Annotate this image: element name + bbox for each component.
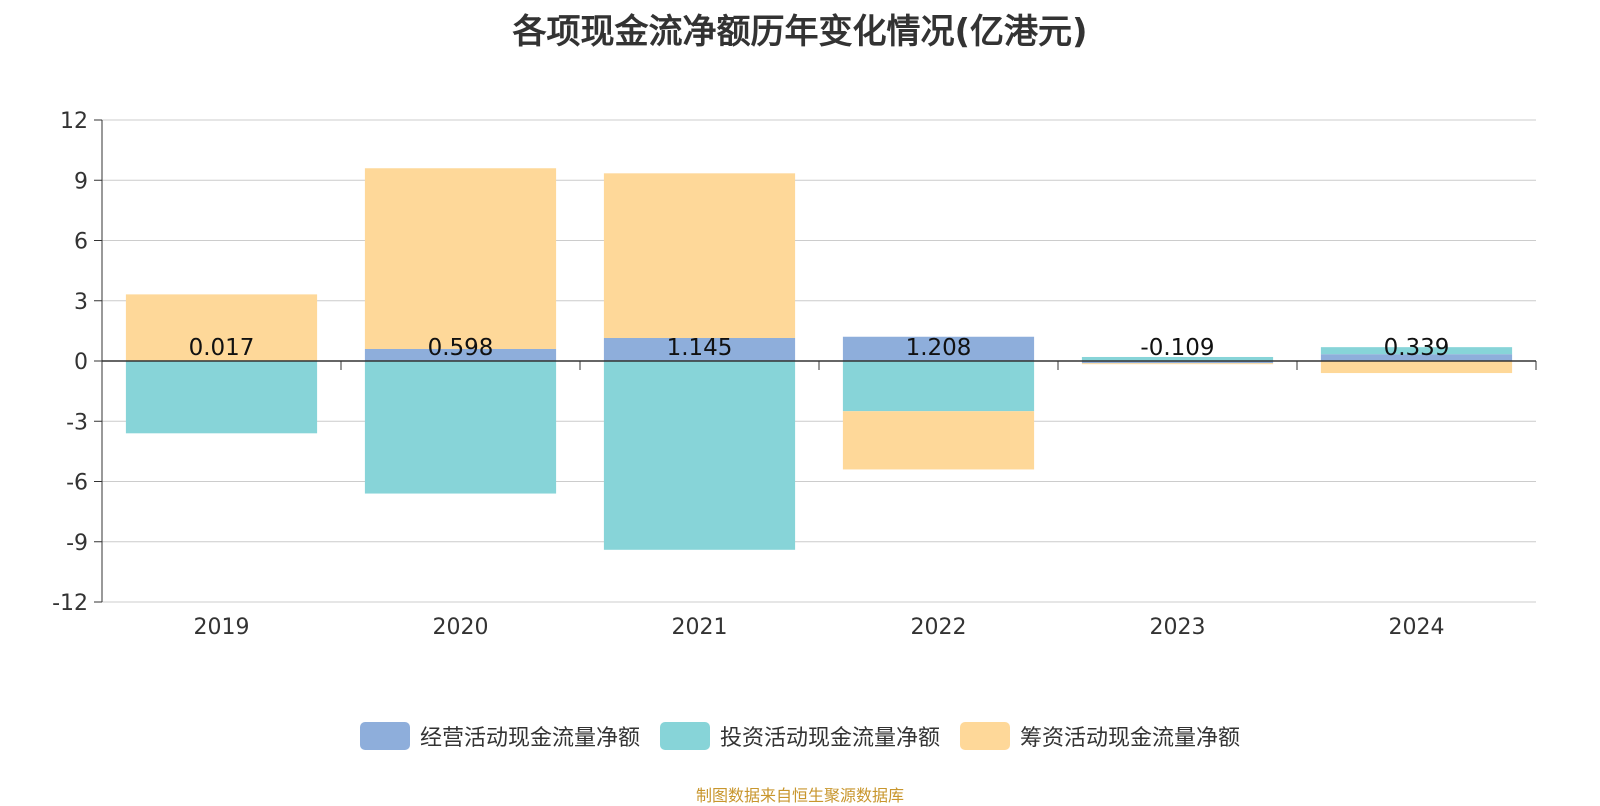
bar-operating: [1081, 361, 1274, 364]
x-tick-label: 2023: [1150, 615, 1206, 640]
data-label: 0.339: [1384, 335, 1450, 361]
y-tick-label: -3: [66, 410, 88, 435]
legend-item-financing[interactable]: 筹资活动现金流量净额: [960, 720, 1240, 752]
data-label: 1.208: [906, 335, 972, 361]
bar-investing: [364, 361, 557, 494]
x-tick-label: 2020: [433, 615, 489, 640]
y-tick-label: 9: [74, 169, 88, 194]
chart-legend: 经营活动现金流量净额 投资活动现金流量净额 筹资活动现金流量净额: [0, 720, 1600, 752]
x-tick-label: 2019: [194, 615, 250, 640]
y-tick-label: 3: [74, 290, 88, 315]
x-tick-label: 2021: [672, 615, 728, 640]
legend-label-financing: 筹资活动现金流量净额: [1020, 726, 1241, 751]
bar-financing: [125, 294, 318, 361]
y-tick-label: 0: [74, 350, 88, 375]
x-tick-label: 2024: [1389, 615, 1445, 640]
bar-operating: [603, 338, 796, 361]
x-tick-label: 2022: [911, 615, 967, 640]
y-tick-label: -12: [52, 591, 88, 616]
legend-swatch-investing: [659, 722, 710, 750]
legend-swatch-operating: [359, 722, 410, 750]
bar-financing: [603, 173, 796, 339]
bar-financing: [1320, 361, 1513, 374]
legend-item-investing[interactable]: 投资活动现金流量净额: [659, 720, 940, 752]
chart-title: 各项现金流净额历年变化情况(亿港元): [512, 12, 1088, 52]
legend-label-operating: 经营活动现金流量净额: [419, 726, 640, 751]
bar-investing: [125, 361, 318, 434]
bar-investing: [842, 361, 1035, 412]
cashflow-bar-chart: 12 9 6 3 0 -3 -6 -9 -12 2019 2020 2021 2022 2023 2024 0…: [52, 109, 1537, 640]
y-tick-label: 6: [74, 230, 88, 255]
data-source-note: 制图数据来自恒生聚源数据库: [695, 786, 904, 805]
data-label: -0.109: [1140, 335, 1214, 361]
legend-item-operating[interactable]: 经营活动现金流量净额: [359, 720, 640, 752]
bar-financing: [1081, 363, 1274, 365]
bar-operating: [1320, 354, 1513, 361]
bar-operating: [364, 348, 557, 361]
legend-label-investing: 投资活动现金流量净额: [719, 726, 940, 751]
data-label: 1.145: [667, 335, 733, 361]
bar-financing: [842, 411, 1035, 470]
bar-investing: [1081, 356, 1274, 361]
y-tick-label: -6: [66, 471, 88, 496]
data-label: 0.017: [189, 335, 255, 361]
bar-investing: [1320, 347, 1513, 355]
legend-swatch-financing: [960, 722, 1010, 750]
bar-operating: [842, 336, 1035, 361]
bar-financing: [364, 168, 557, 349]
y-tick-label: 12: [60, 109, 88, 134]
data-label: 0.598: [428, 335, 494, 361]
bar-investing: [603, 361, 796, 550]
y-tick-label: -9: [66, 531, 88, 556]
